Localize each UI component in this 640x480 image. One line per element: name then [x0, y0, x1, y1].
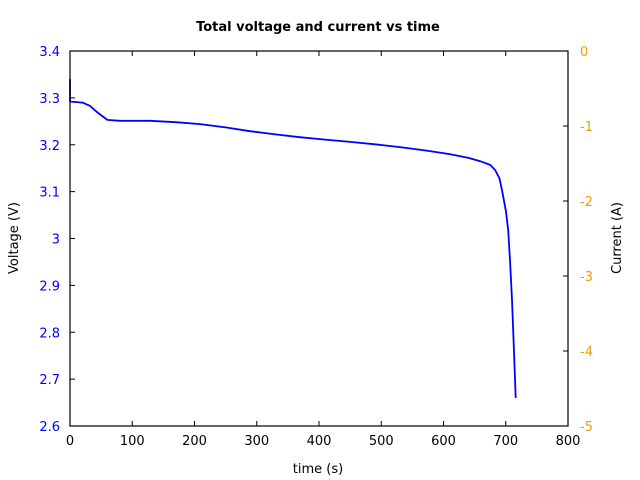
y-axis-label: Voltage (V): [7, 202, 22, 274]
y2-tick-label: -2: [580, 195, 593, 210]
y-tick-label: 3: [52, 233, 60, 248]
x-tick-label: 0: [66, 434, 74, 449]
x-tick-label: 600: [431, 434, 456, 449]
x-tick-label: 100: [120, 434, 145, 449]
x-tick-label: 300: [244, 434, 269, 449]
y-tick-label: 2.6: [39, 420, 60, 435]
right-axis-tick-labels: 0 -1 -2 -3 -4 -5: [580, 45, 593, 435]
y2-axis-label: Current (A): [610, 202, 625, 274]
y-tick-label: 3.3: [39, 92, 60, 107]
axis-ticks: [69, 50, 569, 427]
y-tick-label: 3.4: [39, 45, 60, 60]
y2-tick-label: -4: [580, 345, 593, 360]
x-tick-label: 800: [556, 434, 581, 449]
x-tick-label: 200: [182, 434, 207, 449]
x-tick-label: 500: [369, 434, 394, 449]
y2-tick-label: -1: [580, 120, 593, 135]
y-tick-label: 3.2: [39, 139, 60, 154]
y-tick-label: 2.8: [39, 326, 60, 341]
x-axis-tick-labels: 0 100 200 300 400 500 600 700 800: [66, 434, 581, 449]
y-tick-label: 2.9: [39, 279, 60, 294]
y-tick-label: 2.7: [39, 373, 60, 388]
y2-tick-label: -5: [580, 420, 593, 435]
voltage-line: [69, 79, 517, 398]
y-tick-label: 3.1: [39, 186, 60, 201]
y2-tick-label: -3: [580, 270, 593, 285]
chart-title: Total voltage and current vs time: [196, 20, 440, 35]
x-tick-label: 700: [493, 434, 518, 449]
x-tick-label: 400: [307, 434, 332, 449]
y2-tick-label: 0: [580, 45, 588, 60]
left-axis-tick-labels: 3.4 3.3 3.2 3.1 3 2.9 2.8 2.7 2.6: [39, 45, 60, 435]
plot-frame: [69, 50, 569, 427]
x-axis-label: time (s): [293, 462, 343, 477]
